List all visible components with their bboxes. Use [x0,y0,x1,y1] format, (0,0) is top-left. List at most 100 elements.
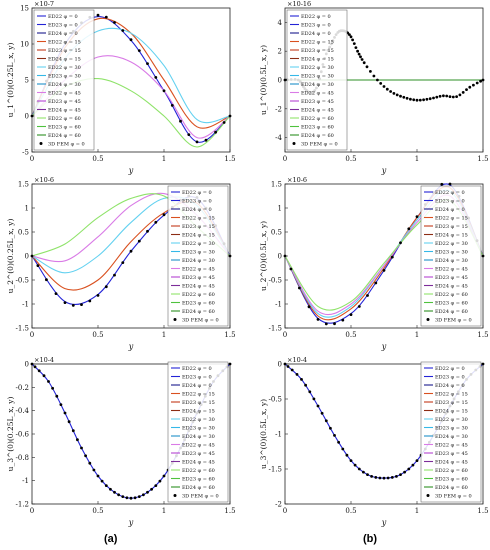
y-tick-label: -2 [275,501,282,509]
legend-entry-label: ED24 φ = 45 [182,284,215,290]
legend-entry-label: ED22 φ = 60 [435,292,468,298]
legend-entry-label: ED22 φ = 60 [182,292,215,298]
fem-data-point [113,21,116,24]
fem-data-point [382,476,386,480]
y-tick-label: -2 [275,105,282,113]
fem-data-point [228,114,232,118]
fem-data-point [405,96,409,100]
y-tick-label: 15 [20,5,29,13]
legend-entry-label: ED23 φ = 60 [182,477,215,483]
y-tick-label: 0 [278,361,282,369]
y-axis-label: u_1^(0)(0.5L_x, y) [259,45,268,115]
fem-data-point [481,362,485,366]
y-tick-label: -0.6 [16,431,30,439]
legend-entry-label: 3D FEM φ = 0 [301,142,338,148]
fem-data-point [351,38,354,42]
fem-data-point [412,98,416,102]
y-tick-label: 2 [278,48,282,56]
fem-data-point [399,241,402,245]
legend-entry-label: ED23 φ = 30 [435,250,468,256]
fem-data-point [445,94,449,98]
y-axis-label: u_2^(0)(0.25L_x, y) [6,219,15,294]
axis-scale-label: ×10-6 [287,176,307,184]
fem-data-point [407,467,411,471]
fem-data-point [283,254,287,258]
fem-data-point [395,93,399,97]
fem-data-point [324,419,328,423]
x-tick-label: 1 [415,507,419,515]
fem-data-point [71,429,75,433]
fem-data-point [390,476,394,479]
fem-data-point [84,454,87,458]
fem-data-point [80,446,83,450]
legend-entry-label: ED23 φ = 30 [301,74,334,80]
legend-entry-label: ED24 φ = 30 [182,434,215,440]
legend-entry-label: ED22 φ = 15 [435,216,468,222]
fem-data-point [54,292,58,295]
fem-data-point [320,411,324,415]
panel-label-a: (a) [104,533,118,545]
legend-entry-label: ED22 φ = 15 [435,392,468,398]
fem-data-point [374,476,378,479]
fem-data-point [353,463,357,467]
x-tick-label: 0.5 [345,155,356,163]
y-tick-label: -1 [22,477,29,485]
fem-data-point [385,87,389,91]
x-tick-label: 0 [30,155,34,163]
chart-panel-2: 0 0.5 1 1.5 -1.5 -1 -0.5 0 0.5 1 1.5 ×10-6 y u_2^(0)(… [6,176,236,351]
legend-entry-label: ED23 φ = 15 [435,224,468,230]
fem-data-point [357,305,361,308]
legend-entry-label: ED23 φ = 45 [435,451,468,457]
fem-data-point [448,182,452,186]
y-tick-label: -1.5 [269,325,283,333]
fem-data-point [100,479,104,483]
legend-entry-label: ED22 φ = 60 [182,468,215,474]
fem-data-point [63,301,67,304]
fem-data-point [228,254,232,258]
fem-data-point [438,94,442,98]
legend: ED22 φ = 0 ED23 φ = 0 ED24 φ = 0 ED22 φ = 1… [167,361,229,503]
legend-entry-label: ED23 φ = 0 [182,199,212,205]
fem-data-point [71,304,75,307]
x-tick-label: 0.5 [92,507,103,515]
x-axis-label: y [381,166,387,175]
fem-data-point [455,95,458,98]
fem-data-point [432,96,435,100]
fem-data-point [312,397,316,401]
fem-data-point [104,15,108,19]
legend-swatch-dot [292,142,296,145]
fem-data-point [329,426,332,430]
fem-data-point [407,227,411,231]
legend-entry-label: ED24 φ = 0 [435,207,465,213]
legend-swatch-dot [426,494,430,497]
x-tick-label: 1 [162,331,166,339]
fem-data-point [121,29,125,32]
fem-data-point [372,74,376,78]
legend-entry-label: ED24 φ = 0 [435,383,465,389]
fem-data-point [415,459,419,462]
fem-data-point [442,94,445,98]
legend-entry-label: ED22 φ = 15 [48,40,81,46]
y-tick-label: -4 [275,134,282,142]
legend-entry-label: ED24 φ = 45 [435,460,468,466]
legend-entry-label: ED22 φ = 30 [182,241,215,247]
legend-entry-label: ED23 φ = 15 [182,400,215,406]
chart-panel-1: 0 0.5 1 1.5 -4 -2 0 2 4 ×10-16 y u_1^(0)(0.5L_x, y)… [259,0,489,175]
legend-entry-label: ED24 φ = 30 [182,258,215,264]
fem-data-point [415,98,419,102]
fem-data-point [378,476,382,480]
legend-entry-label: ED22 φ = 30 [301,65,334,71]
fem-data-point [465,88,468,91]
fem-data-point [88,299,92,303]
fem-data-point [55,394,59,398]
y-tick-label: 0 [25,113,29,121]
legend: ED22 φ = 0 ED23 φ = 0 ED24 φ = 0 ED22 φ = 1… [286,9,348,151]
fem-data-point [125,496,129,500]
y-tick-label: 1 [278,205,282,213]
legend-entry-label: ED24 φ = 30 [301,82,334,88]
legend-swatch-dot [173,494,177,497]
fem-data-point [468,85,472,89]
x-tick-label: 1.5 [477,331,488,339]
fem-data-point [440,182,444,186]
